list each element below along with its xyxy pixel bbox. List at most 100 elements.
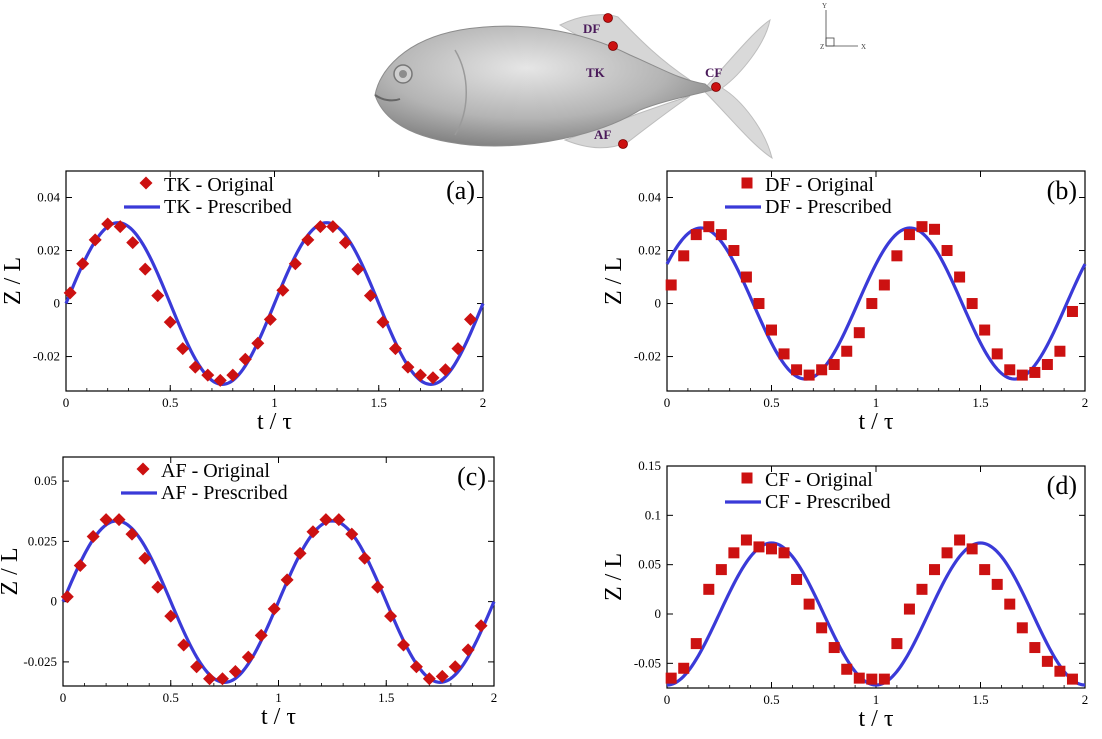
x-axis-label: t / τ	[859, 706, 894, 732]
y-tick-label: 0.1	[645, 507, 661, 522]
data-point-diamond	[163, 315, 177, 329]
data-point-square	[841, 345, 853, 357]
data-point-diamond	[63, 286, 77, 300]
prescribed-series-line	[666, 541, 1086, 687]
data-point-square	[1066, 305, 1078, 317]
data-point-square	[1029, 366, 1041, 378]
y-axis-label: Z / L	[0, 548, 23, 596]
data-point-square	[678, 250, 690, 262]
data-point-square	[903, 603, 915, 615]
data-point-square	[690, 638, 702, 650]
x-tick-label: 0.5	[763, 692, 779, 707]
y-tick-label: 0	[54, 296, 61, 311]
data-point-diamond	[241, 650, 255, 664]
axis-triad: Y Z X	[820, 2, 866, 51]
data-point-square	[878, 279, 890, 291]
data-point-diamond	[338, 236, 352, 250]
data-point-square	[916, 221, 928, 233]
data-point-diamond	[88, 233, 102, 247]
data-point-square	[891, 250, 903, 262]
data-point-diamond	[60, 590, 74, 604]
data-point-square	[991, 348, 1003, 360]
data-point-diamond	[293, 546, 307, 560]
x-tick-label: 0.5	[163, 690, 179, 705]
y-tick-label: -0.025	[23, 654, 57, 669]
data-point-diamond	[164, 609, 178, 623]
data-point-diamond	[306, 525, 320, 539]
x-tick-label: 2	[1082, 395, 1089, 410]
point-cf	[711, 82, 721, 92]
data-point-diamond	[396, 638, 410, 652]
data-point-square	[803, 369, 815, 381]
data-point-diamond	[86, 530, 100, 544]
y-axis-label: Z / L	[601, 553, 627, 601]
data-point-diamond	[319, 513, 333, 527]
data-point-diamond	[125, 527, 139, 541]
data-point-diamond	[151, 580, 165, 594]
data-point-diamond	[313, 220, 327, 234]
fish-mouth	[374, 94, 401, 102]
legend-marker-diamond	[139, 176, 153, 190]
chart-panels: 0 0.5 1 1.5 2 -0.02 0 0.02 0.04 t / τ Z / L (a) TK -…	[0, 170, 1089, 732]
y-tick-label: 0	[655, 606, 662, 621]
x-tick-label: 1.5	[371, 395, 387, 410]
data-point-square	[766, 543, 777, 555]
x-tick-label: 0	[664, 692, 671, 707]
x-axis-label: t / τ	[261, 704, 296, 730]
data-point-square	[1029, 642, 1041, 654]
legend-marker-diamond	[136, 462, 150, 476]
y-tick-label: 0.02	[638, 243, 661, 258]
caudal-fin	[704, 18, 773, 160]
triad-x-label: X	[861, 43, 866, 51]
fish-gill	[454, 49, 467, 136]
data-point-square	[766, 324, 777, 336]
data-point-square	[991, 578, 1003, 590]
x-tick-label: 2	[480, 395, 487, 410]
data-point-diamond	[326, 220, 340, 234]
data-point-diamond	[363, 289, 377, 303]
data-point-diamond	[151, 289, 165, 303]
panel-label: (b)	[1047, 176, 1077, 205]
data-point-diamond	[126, 236, 140, 250]
label-tk: TK	[586, 65, 606, 80]
data-point-diamond	[371, 580, 385, 594]
x-tick-label: 1.5	[378, 690, 394, 705]
data-point-diamond	[376, 315, 390, 329]
prescribed-series-line	[665, 226, 1087, 381]
data-point-diamond	[263, 312, 277, 326]
data-point-square	[816, 622, 828, 634]
data-point-diamond	[401, 360, 415, 374]
data-point-diamond	[426, 371, 440, 385]
data-point-diamond	[409, 660, 423, 674]
y-tick-label: 0.15	[638, 458, 661, 473]
legend-label-prescribed: CF - Prescribed	[765, 491, 891, 513]
x-tick-label: 2	[1082, 692, 1089, 707]
data-point-diamond	[351, 262, 365, 276]
x-tick-label: 0.5	[162, 395, 178, 410]
legend-label-original: TK - Original	[164, 174, 274, 196]
data-point-square	[866, 673, 878, 685]
data-point-diamond	[177, 638, 191, 652]
x-tick-label: 0.5	[763, 395, 779, 410]
data-point-diamond	[388, 342, 402, 356]
data-point-square	[715, 229, 727, 241]
legend-label-prescribed: AF - Prescribed	[161, 482, 288, 504]
data-point-diamond	[226, 368, 240, 382]
data-point-diamond	[215, 672, 229, 686]
legend-marker-square	[741, 177, 753, 189]
y-tick-label: 0.04	[37, 190, 60, 205]
y-tick-label: -0.02	[33, 349, 60, 364]
data-point-square	[1066, 673, 1078, 685]
legend-label-original: AF - Original	[161, 460, 270, 482]
data-point-diamond	[176, 342, 190, 356]
triad-z-label: Z	[820, 43, 824, 51]
data-point-diamond	[254, 628, 268, 642]
y-axis-label: Z / L	[601, 257, 627, 305]
data-point-square	[979, 564, 991, 576]
data-point-diamond	[228, 665, 242, 679]
data-point-square	[728, 547, 740, 559]
data-point-square	[916, 583, 928, 595]
